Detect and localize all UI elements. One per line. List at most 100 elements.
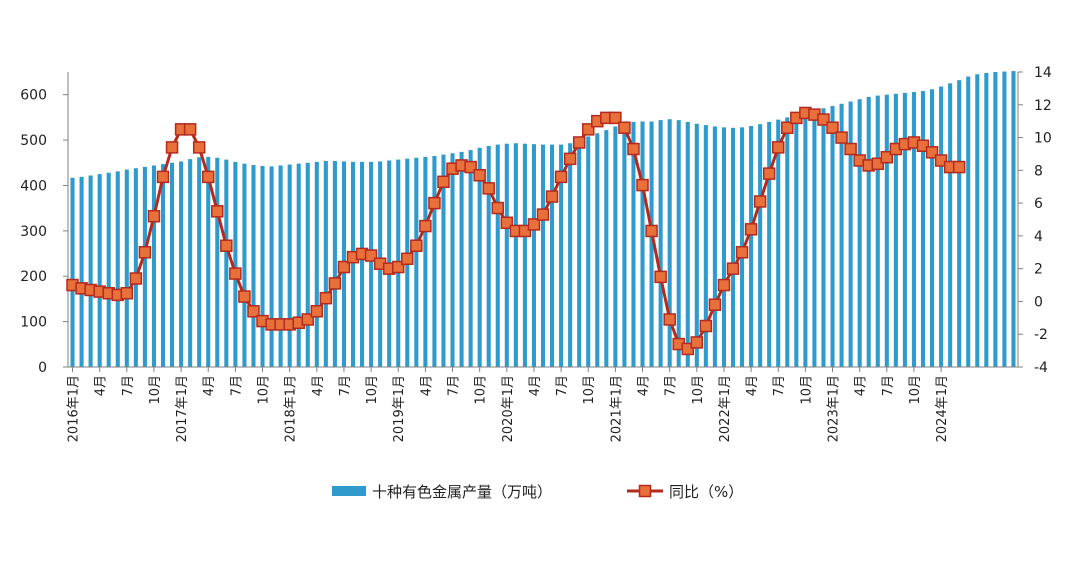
bar [884,94,889,367]
bar [79,176,84,367]
bar [151,165,156,367]
yoy-marker [916,139,930,152]
bar [441,154,446,367]
x-tick-label: 2017年1月 [175,375,190,442]
yoy-marker [482,182,495,195]
y-left-tick-label: 600 [20,88,47,104]
yoy-marker [211,205,224,218]
yoy-marker [301,313,315,326]
yoy-marker [337,260,351,274]
bar [540,144,546,367]
yoy-marker [401,252,414,266]
bar [1011,71,1016,367]
bar [459,151,464,367]
yoy-marker [120,287,134,300]
legend-bar-label: 十种有色金属产量（万吨） [372,483,552,501]
x-tick-label: 7月 [338,375,353,396]
yoy-marker [536,208,550,221]
y-right-tick-label: 10 [1034,131,1052,147]
bar [160,164,166,367]
x-tick-label: 4月 [637,375,652,396]
yoy-marker [328,277,342,290]
x-tick-label: 4月 [202,375,217,396]
x-tick-label: 4月 [94,375,109,396]
yoy-marker [572,136,586,149]
yoy-marker [247,305,260,318]
bar [495,144,500,367]
yoy-marker [238,290,251,303]
x-tick-label: 10月 [148,375,163,405]
yoy-marker [726,262,740,275]
bar [568,143,573,367]
y-right-tick-label: 6 [1034,196,1043,212]
y-left-tick-label: 100 [20,315,47,331]
bar [604,130,609,367]
bar [703,125,708,367]
x-tick-label: 2023年1月 [827,375,842,442]
yoy-marker [681,342,695,356]
bar [142,166,147,367]
yoy-marker [581,123,595,136]
x-tick-label: 2020年1月 [501,375,516,442]
bar [848,101,853,367]
bar [305,162,310,367]
x-tick-label: 7月 [229,375,244,396]
bar [794,115,799,368]
yoy-marker [364,249,378,262]
bar [332,160,337,367]
x-tick-label: 2018年1月 [284,375,299,442]
yoy-marker [138,246,152,259]
x-tick-label: 2019年1月 [392,375,407,442]
bar [785,117,790,367]
y-right-tick-label: 8 [1034,163,1043,179]
bar [613,126,618,368]
yoy-marker [201,170,215,184]
x-tick-label: 2024年1月 [935,375,950,442]
legend-line-marker [638,484,652,498]
yoy-marker [781,121,794,134]
bar [360,161,365,367]
bar [803,112,808,367]
y-right-tick-label: 14 [1034,65,1052,81]
bar [622,123,627,367]
yoy-marker [319,291,333,305]
yoy-marker [771,141,785,154]
bar [875,95,880,367]
yoy-marker [744,223,758,236]
bar [767,121,772,367]
y-right-tick-label: -4 [1034,360,1048,376]
bar [296,163,301,367]
bar [911,91,916,367]
yoy-marker [220,239,233,252]
bar [206,156,211,367]
yoy-marker [165,141,179,154]
x-tick-label: 2016年1月 [67,375,82,442]
bar [893,93,898,367]
bar [504,143,509,367]
yoy-marker [563,152,577,166]
yoy-marker [871,157,885,171]
yoy-marker [491,201,505,215]
yoy-marker [147,209,161,223]
yoy-marker [654,270,667,284]
y-left-tick-label: 500 [20,133,47,149]
y-right-tick-label: 4 [1034,229,1043,245]
bar [595,133,600,367]
x-tick-label: 4月 [745,375,760,396]
bar [70,177,75,367]
bar [323,160,328,367]
yoy-marker [835,131,848,144]
x-tick-label: 2022年1月 [718,375,733,442]
bar [531,144,536,367]
bar [197,157,202,367]
x-tick-label: 7月 [664,375,679,396]
bar [640,121,645,367]
x-tick-label: 10月 [257,375,272,405]
bar [170,162,175,367]
bar [106,172,111,367]
bar [685,121,690,367]
bar [830,106,835,367]
bar [350,161,356,367]
bar [260,165,265,367]
yoy-marker [156,170,170,184]
